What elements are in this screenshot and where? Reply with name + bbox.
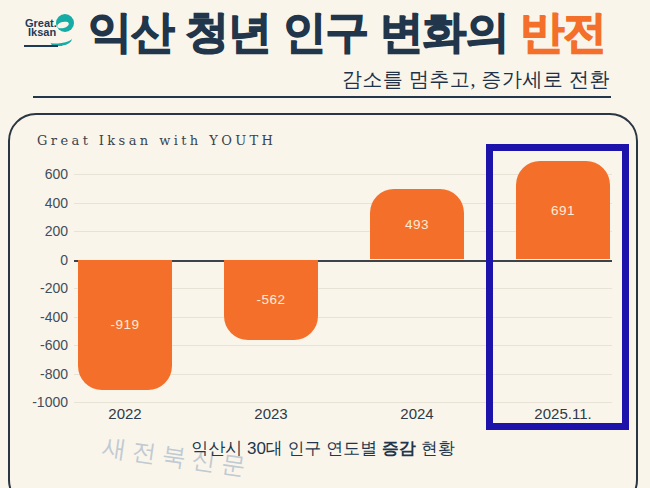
caption-post: 현황 [416, 439, 455, 458]
y-tick-label: -400 [10, 309, 68, 325]
y-tick-label: -1000 [10, 394, 68, 410]
bar-value-label: -919 [78, 260, 172, 391]
logo-underline [24, 45, 58, 47]
chart-caption: 익산시 30대 인구 연도별 증감 현황 [10, 437, 636, 460]
bar-2024: 493 [370, 189, 464, 259]
infographic-root: Great. Iksan 익산 청년 인구 변화의 반전 감소를 멈추고, 증가… [0, 0, 650, 488]
bar-2023: -562 [224, 260, 318, 340]
x-tick-label: 2024 [357, 405, 477, 422]
subtitle: 감소를 멈추고, 증가세로 전환 [342, 66, 610, 93]
caption-bold: 증감 [382, 439, 416, 458]
page-title-accent: 반전 [520, 7, 606, 56]
y-tick-label: 600 [10, 166, 68, 182]
y-tick-label: -200 [10, 280, 68, 296]
x-tick-label: 2022 [65, 405, 185, 422]
page-title-main: 익산 청년 인구 변화의 [88, 7, 520, 56]
bar-value-label: -562 [224, 260, 318, 340]
y-tick-label: -600 [10, 337, 68, 353]
page-title: 익산 청년 인구 변화의 반전 [88, 3, 606, 62]
y-tick-label: 0 [10, 252, 68, 268]
y-tick-label: -800 [10, 366, 68, 382]
x-tick-label: 2023 [211, 405, 331, 422]
bar-value-label: 493 [370, 189, 464, 259]
highlight-box [486, 144, 629, 430]
logo-globe-icon [56, 14, 74, 32]
great-iksan-logo: Great. Iksan [22, 11, 82, 53]
chart-panel: Great Iksan with YOUTH 6004002000-200-40… [8, 113, 638, 488]
caption-pre: 익산시 30대 인구 연도별 [191, 439, 382, 458]
y-tick-label: 400 [10, 195, 68, 211]
bar-2022: -919 [78, 260, 172, 391]
y-tick-label: 200 [10, 223, 68, 239]
divider-line [33, 96, 611, 98]
